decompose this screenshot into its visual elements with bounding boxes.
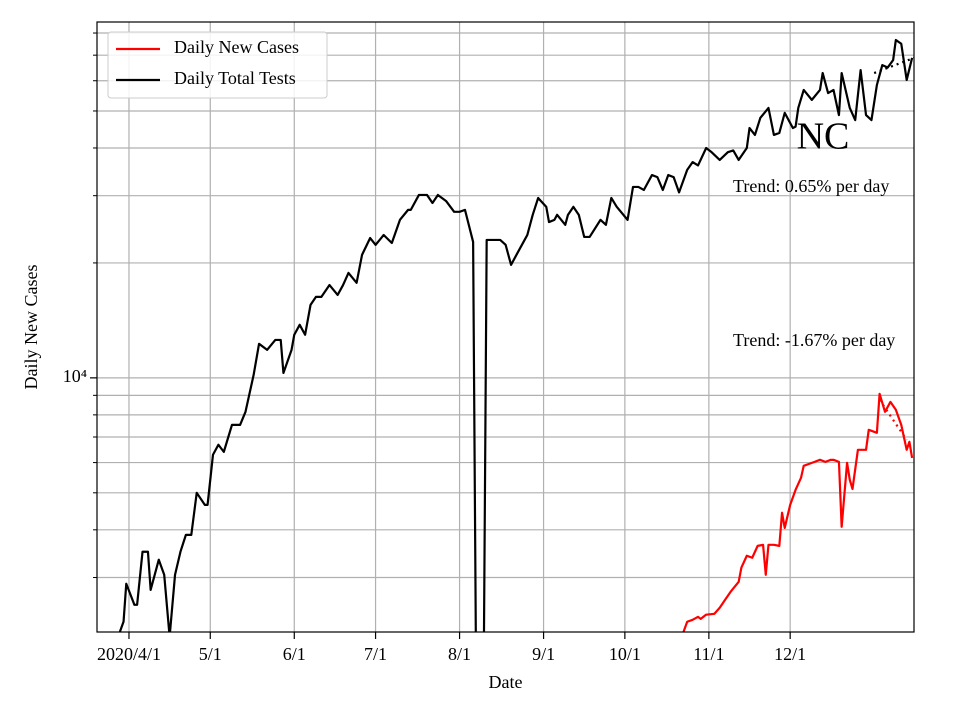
plot-area xyxy=(118,38,914,632)
x-axis-label: Date xyxy=(489,672,523,692)
y-axis-label: Daily New Cases xyxy=(21,265,41,390)
legend-box xyxy=(107,31,328,99)
x-tick-label: 10/1 xyxy=(609,644,641,664)
trend-line xyxy=(873,56,914,75)
legend-label: Daily Total Tests xyxy=(174,68,296,88)
grid xyxy=(90,22,914,639)
legend-label: Daily New Cases xyxy=(174,37,299,57)
chart-title: NC xyxy=(797,116,850,158)
x-tick-label: 9/1 xyxy=(532,644,555,664)
annotation: Trend: 0.65% per day xyxy=(733,176,889,196)
legend: Daily New Cases Daily Total Tests xyxy=(107,31,328,99)
axes-frame xyxy=(96,21,915,633)
x-tick-label: 6/1 xyxy=(283,644,306,664)
x-tick-label: 2020/4/1 xyxy=(97,644,161,664)
data-line xyxy=(682,392,914,632)
x-tick-label: 12/1 xyxy=(774,644,806,664)
y-tick-label: 10⁴ xyxy=(63,366,87,386)
trend-line xyxy=(878,399,908,441)
x-tick-label: 7/1 xyxy=(364,644,387,664)
x-tick-label: 8/1 xyxy=(448,644,471,664)
data-line xyxy=(118,38,914,632)
x-tick-label: 11/1 xyxy=(693,644,724,664)
annotation: Trend: -1.67% per day xyxy=(733,330,895,350)
labels: 10⁴ 2020/4/1 5/1 6/1 7/1 8/1 9/1 10/1 11/1 12/1 NC… xyxy=(21,31,895,692)
x-tick-label: 5/1 xyxy=(199,644,222,664)
